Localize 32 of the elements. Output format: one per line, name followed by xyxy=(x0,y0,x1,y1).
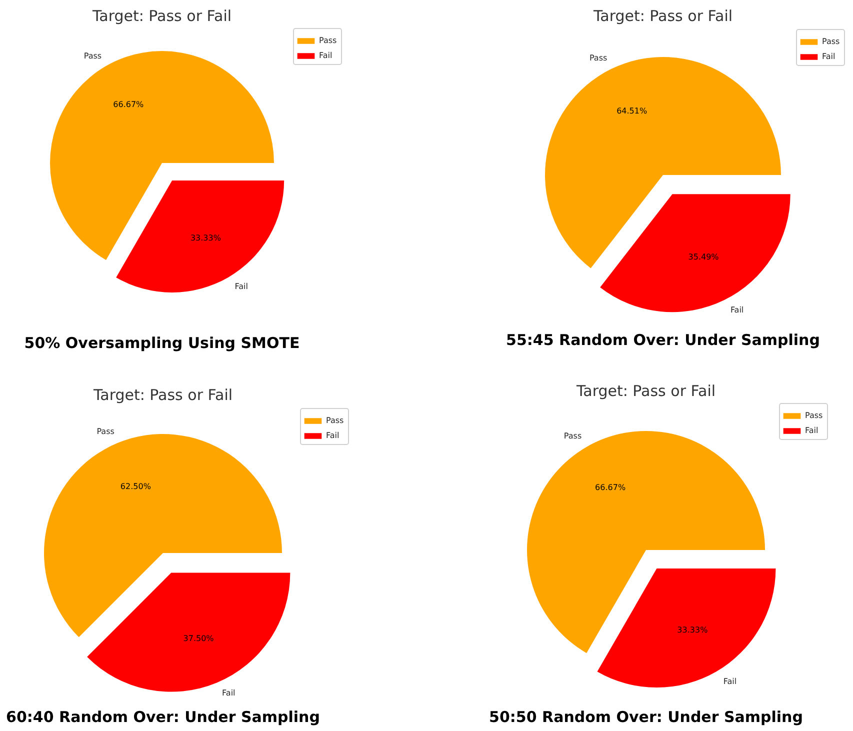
chart-title: Target: Pass or Fail xyxy=(575,382,716,400)
legend-label: Fail xyxy=(805,426,818,435)
legend-label: Pass xyxy=(822,37,840,46)
legend-label: Pass xyxy=(805,411,823,420)
slice-label: Pass xyxy=(84,51,102,60)
chart-title: Target: Pass or Fail xyxy=(92,386,233,404)
legend-label: Fail xyxy=(822,52,836,61)
data-label: 33.33% xyxy=(677,625,708,634)
chart-title: Target: Pass or Fail xyxy=(91,7,232,25)
slice-label: Pass xyxy=(96,427,114,436)
data-label: 62.50% xyxy=(120,482,152,492)
slice-label: Fail xyxy=(234,282,248,292)
slice-label: Fail xyxy=(723,676,737,686)
legend-label: Pass xyxy=(319,36,337,45)
data-label: 37.50% xyxy=(183,634,214,643)
slice-label: Pass xyxy=(564,432,582,441)
legend-label: Pass xyxy=(326,416,344,425)
data-label: 66.67% xyxy=(113,100,144,109)
data-label: 33.33% xyxy=(190,234,222,243)
chart-title: Target: Pass or Fail xyxy=(592,7,733,25)
legend-label: Fail xyxy=(326,431,340,440)
slice-label: Pass xyxy=(589,53,608,62)
text: 55:45 Random Over: Under Sampling xyxy=(506,331,820,349)
legend-label: Fail xyxy=(319,51,332,60)
data-label: 66.67% xyxy=(595,483,626,492)
slice-label: Fail xyxy=(730,306,744,315)
data-label: 35.49% xyxy=(688,252,720,262)
text: 60:40 Random Over: Under Sampling xyxy=(6,708,320,726)
data-label: 64.51% xyxy=(616,106,648,116)
text: 50% Oversampling Using SMOTE xyxy=(24,334,300,352)
slice-label: Fail xyxy=(222,688,236,698)
text: 50:50 Random Over: Under Sampling xyxy=(489,708,803,726)
